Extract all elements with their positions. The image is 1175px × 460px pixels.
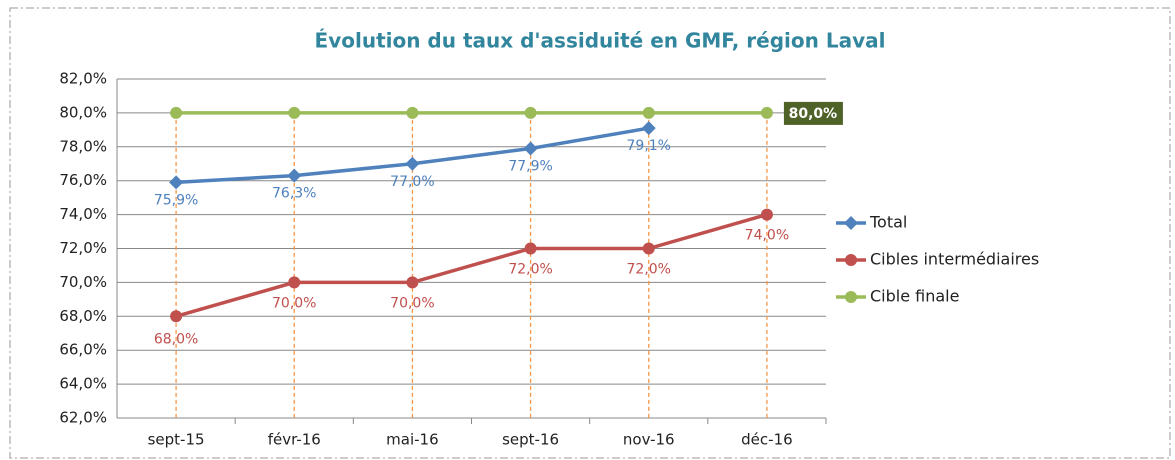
- marker: [405, 156, 420, 171]
- marker: [524, 242, 537, 255]
- x-tick-label: déc-16: [741, 431, 793, 449]
- marker: [642, 106, 655, 119]
- y-tick-label: 66,0%: [59, 341, 107, 359]
- data-label: 74,0%: [745, 228, 789, 244]
- chart-title: Évolution du taux d'assiduité en GMF, ré…: [315, 29, 886, 53]
- data-label: 72,0%: [508, 262, 552, 278]
- marker: [287, 168, 302, 183]
- y-tick-label: 64,0%: [59, 375, 107, 393]
- data-label: 79,1%: [627, 138, 671, 154]
- data-label: 80,0%: [789, 106, 838, 122]
- marker: [524, 106, 537, 119]
- x-tick-label: sept-15: [148, 431, 205, 449]
- marker: [170, 106, 183, 119]
- data-label: 72,0%: [627, 262, 671, 278]
- x-tick-label: nov-16: [623, 431, 675, 449]
- y-tick-label: 74,0%: [59, 205, 107, 223]
- y-tick-label: 78,0%: [59, 137, 107, 155]
- marker: [523, 141, 538, 156]
- marker: [760, 106, 773, 119]
- series-line: [175, 212, 768, 318]
- data-label: 76,3%: [272, 186, 316, 202]
- frame: [9, 7, 1171, 459]
- data-label: 75,9%: [154, 192, 198, 208]
- y-tick-label: 72,0%: [59, 239, 107, 257]
- marker: [170, 310, 183, 323]
- data-label: 68,0%: [154, 331, 198, 347]
- x-tick-label: sept-16: [502, 431, 559, 449]
- legend-marker: [844, 216, 858, 230]
- marker: [760, 208, 773, 221]
- marker: [641, 121, 656, 136]
- legend-label: Total: [869, 213, 907, 232]
- data-label-box: [783, 101, 843, 125]
- y-tick-label: 62,0%: [59, 409, 107, 427]
- y-tick-label: 82,0%: [59, 70, 107, 88]
- marker: [288, 276, 301, 289]
- data-label: 77,0%: [390, 174, 434, 190]
- data-label: 70,0%: [390, 295, 434, 311]
- x-tick-label: févr-16: [268, 431, 321, 449]
- legend-marker: [845, 254, 857, 266]
- y-tick-label: 80,0%: [59, 103, 107, 121]
- marker: [288, 106, 301, 119]
- y-tick-label: 70,0%: [59, 273, 107, 291]
- marker: [406, 106, 419, 119]
- marker: [642, 242, 655, 255]
- marker: [406, 276, 419, 289]
- y-tick-label: 76,0%: [59, 171, 107, 189]
- data-label: 70,0%: [272, 295, 316, 311]
- data-label: 77,9%: [508, 158, 552, 174]
- legend-label: Cible finale: [870, 287, 959, 306]
- marker: [169, 175, 184, 190]
- y-tick-label: 68,0%: [59, 307, 107, 325]
- legend-marker: [845, 291, 857, 303]
- legend-label: Cibles intermédiaires: [870, 250, 1039, 269]
- x-tick-label: mai-16: [386, 431, 438, 449]
